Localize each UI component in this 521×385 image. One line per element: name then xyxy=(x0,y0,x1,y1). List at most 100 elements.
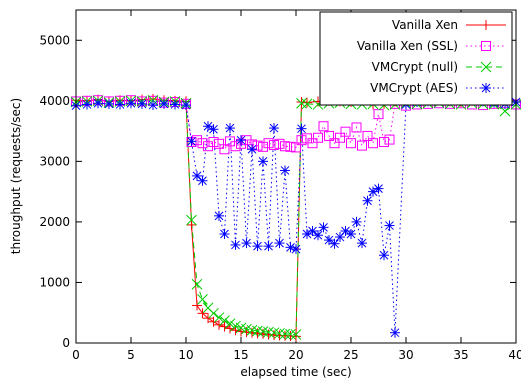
data-point xyxy=(269,140,279,151)
data-point xyxy=(351,122,362,133)
x-tick-label: 30 xyxy=(398,348,413,362)
data-point xyxy=(335,232,345,243)
x-axis-label: elapsed time (sec) xyxy=(240,365,351,379)
legend-label: VMCrypt (AES) xyxy=(370,81,458,95)
data-point xyxy=(285,328,296,340)
data-point xyxy=(225,123,235,134)
data-point xyxy=(197,308,208,319)
data-point xyxy=(379,250,389,261)
data-point xyxy=(126,98,136,109)
data-point xyxy=(82,99,92,110)
data-point xyxy=(197,138,208,149)
data-point xyxy=(230,239,241,250)
data-point xyxy=(214,138,224,149)
data-point xyxy=(373,183,384,194)
legend-marker xyxy=(480,61,492,73)
data-point xyxy=(192,300,202,311)
data-point xyxy=(296,135,307,146)
x-tick-label: 10 xyxy=(178,348,193,362)
data-point xyxy=(191,278,203,290)
data-point xyxy=(219,321,230,332)
data-point xyxy=(274,238,285,249)
data-point xyxy=(252,241,263,252)
data-point xyxy=(313,230,323,241)
x-tick-label: 15 xyxy=(233,348,248,362)
series-markers xyxy=(70,94,521,342)
data-point xyxy=(362,130,373,141)
data-point xyxy=(186,219,197,230)
x-tick-label: 25 xyxy=(343,348,358,362)
data-point xyxy=(329,238,340,249)
data-point xyxy=(357,238,367,249)
data-point xyxy=(203,313,213,324)
data-point xyxy=(186,136,197,147)
series-points xyxy=(71,94,521,338)
y-tick-label: 4000 xyxy=(39,94,70,108)
data-point xyxy=(93,98,103,109)
data-point xyxy=(269,123,279,134)
data-point xyxy=(258,156,268,167)
data-point xyxy=(307,225,318,236)
data-point xyxy=(296,123,307,134)
data-point xyxy=(219,229,230,240)
data-point xyxy=(208,124,219,135)
legend-box xyxy=(319,11,513,106)
data-point xyxy=(313,132,323,143)
y-tick-label: 5000 xyxy=(39,33,70,47)
data-point xyxy=(230,141,241,152)
data-point xyxy=(329,138,340,149)
data-point xyxy=(302,229,312,240)
x-tick-label: 20 xyxy=(288,348,303,362)
data-point xyxy=(241,238,252,249)
data-point xyxy=(181,100,191,111)
data-point xyxy=(213,312,225,323)
data-point xyxy=(219,315,230,326)
legend-label: Vanilla Xen xyxy=(392,18,458,32)
data-point xyxy=(252,140,263,151)
x-ticks: 0 5 10 15 20 25 30 35 40 xyxy=(72,10,521,362)
series-lines xyxy=(75,98,517,337)
legend: Vanilla Xen Vanilla Xen (SSL) VMCrypt (nul… xyxy=(319,11,513,106)
x-tick-label: 0 xyxy=(72,348,80,362)
data-point xyxy=(384,220,395,231)
data-point xyxy=(340,126,351,137)
data-point xyxy=(318,121,329,132)
y-tick-label: 3000 xyxy=(39,154,70,168)
data-point xyxy=(346,138,356,149)
data-point xyxy=(280,165,290,176)
data-point xyxy=(335,132,345,143)
series-line xyxy=(75,99,517,336)
y-axis-label: throughput (requests/sec) xyxy=(9,98,23,254)
data-point xyxy=(307,138,318,149)
data-point xyxy=(197,175,208,186)
data-point xyxy=(280,141,290,152)
x-tick-label: 5 xyxy=(127,348,135,362)
data-point xyxy=(290,329,302,340)
data-point xyxy=(373,109,384,120)
data-point xyxy=(324,130,334,141)
data-point xyxy=(390,327,400,338)
x-tick-label: 40 xyxy=(508,348,521,362)
data-point xyxy=(351,216,362,227)
y-tick-label: 0 xyxy=(62,336,70,350)
data-point xyxy=(279,328,291,340)
data-point xyxy=(236,135,246,146)
data-point xyxy=(263,138,274,149)
x-tick-label: 35 xyxy=(453,348,468,362)
data-point xyxy=(115,99,125,110)
data-point xyxy=(137,98,147,109)
data-point xyxy=(208,307,219,319)
y-ticks: 0 1000 2000 3000 4000 5000 xyxy=(39,33,516,350)
data-point xyxy=(368,138,378,149)
data-point xyxy=(208,316,219,327)
data-point xyxy=(148,100,158,111)
data-point xyxy=(208,136,219,147)
plot-frame xyxy=(75,9,517,344)
data-point xyxy=(224,318,236,329)
y-tick-label: 2000 xyxy=(39,215,70,229)
data-point xyxy=(301,98,313,110)
data-point xyxy=(186,214,197,226)
data-point xyxy=(324,235,334,246)
legend-marker xyxy=(481,20,491,30)
